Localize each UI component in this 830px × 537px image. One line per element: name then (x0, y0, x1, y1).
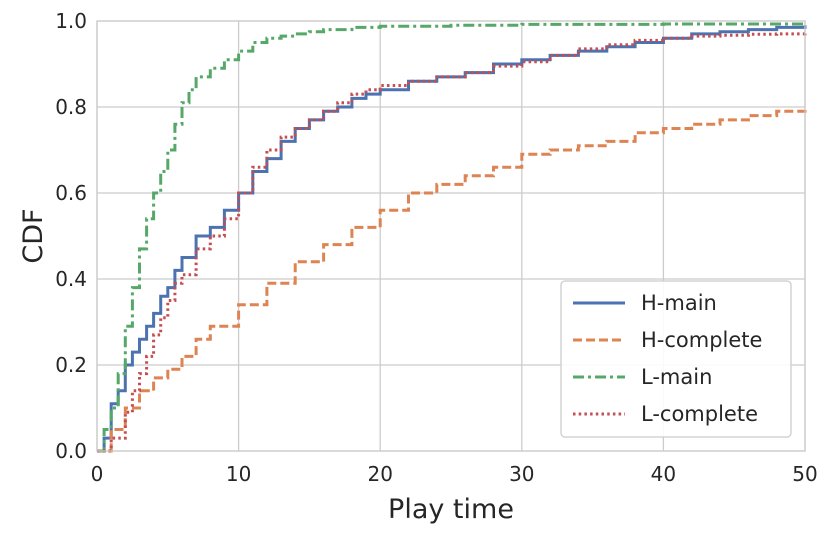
series-line-h-complete (97, 107, 807, 453)
y-tick-label: 0.2 (55, 353, 87, 377)
legend-label-l-main: L-main (641, 365, 712, 389)
series-line-l-main (97, 22, 807, 453)
legend-label-h-complete: H-complete (641, 328, 762, 352)
y-tick-label: 0.6 (55, 181, 87, 205)
x-tick-label: 0 (91, 462, 104, 486)
legend-frame (560, 280, 792, 438)
legend: H-main H-complete L-main L-complete (560, 280, 792, 438)
series-lines (97, 22, 807, 453)
plot-frame (96, 20, 806, 452)
y-tick-label: 0.0 (55, 439, 87, 463)
y-tick-label: 1.0 (55, 9, 87, 33)
x-tick-label: 20 (367, 462, 392, 486)
y-tick-labels: 0.0 0.2 0.4 0.6 0.8 1.0 (55, 9, 87, 463)
legend-label-l-complete: L-complete (641, 402, 758, 426)
y-tick-label: 0.8 (55, 95, 87, 119)
x-tick-label: 40 (651, 462, 676, 486)
series-line-h-main (97, 25, 807, 453)
x-tick-label: 50 (792, 462, 817, 486)
y-tick-label: 0.4 (55, 267, 87, 291)
y-axis-label: CDF (18, 208, 49, 263)
legend-label-h-main: H-main (641, 291, 717, 315)
x-tick-label: 30 (509, 462, 534, 486)
x-axis-label: Play time (388, 494, 514, 525)
x-tick-label: 10 (226, 462, 251, 486)
x-tick-labels: 0 10 20 30 40 50 (91, 462, 818, 486)
